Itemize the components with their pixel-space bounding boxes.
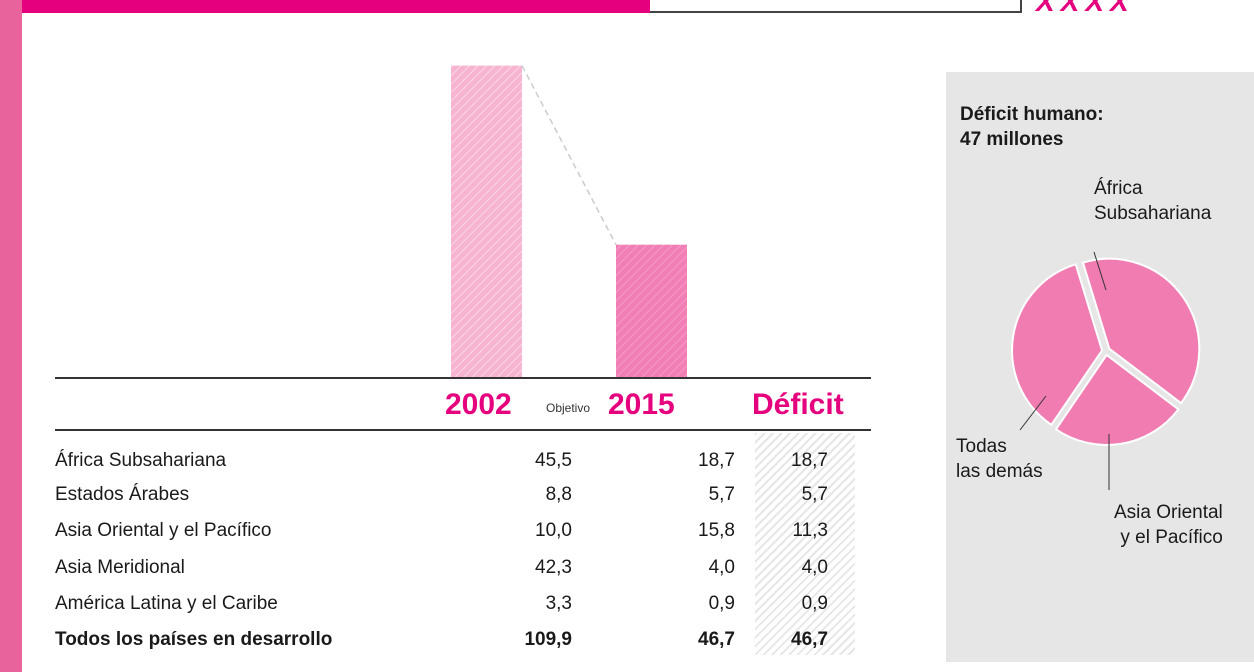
pie-label-africa: África Subsahariana (1094, 176, 1211, 226)
top-separator (1020, 0, 1022, 13)
pie-label-line: Todas (956, 436, 1007, 457)
row-value-deficit: 18,7 (791, 450, 828, 471)
pie-label-asia: Asia Oriental y el Pacífico (1114, 500, 1223, 550)
pie-panel: Déficit humano: 47 millones África Subsa… (946, 72, 1254, 662)
column-header-2002: 2002 (445, 388, 512, 421)
row-region: América Latina y el Caribe (55, 593, 278, 614)
pie-label-line: y el Pacífico (1120, 527, 1223, 548)
pie-slice (1054, 353, 1180, 446)
top-magenta-band (22, 0, 650, 13)
top-cross-marks: XXXX (1036, 0, 1135, 17)
row-value-2015: 4,0 (708, 557, 735, 578)
row-value-2015: 46,7 (698, 629, 735, 650)
pie-label-line: Asia Oriental (1114, 502, 1223, 523)
column-header-2015: 2015 (608, 388, 675, 421)
bar-2015 (616, 244, 687, 377)
row-value-deficit: 46,7 (791, 629, 828, 650)
row-value-2002: 109,9 (524, 629, 572, 650)
row-value-2002: 3,3 (545, 593, 572, 614)
pie-leader-line (1093, 251, 1107, 291)
pie-title-line2: 47 millones (960, 129, 1064, 150)
table-row: Estados Árabes 8,8 5,7 5,7 (55, 478, 855, 512)
row-value-2015: 0,9 (708, 593, 735, 614)
row-value-deficit: 0,9 (801, 593, 828, 614)
column-header-deficit: Déficit (752, 388, 844, 421)
row-value-deficit: 11,3 (792, 520, 828, 541)
pie-chart (1011, 251, 1201, 490)
row-value-deficit: 4,0 (801, 557, 828, 578)
table-row: América Latina y el Caribe 3,3 0,9 0,9 (55, 587, 855, 621)
pie-slice (1081, 257, 1201, 405)
row-region: Todos los países en desarrollo (55, 629, 333, 650)
deficit-column-shade (755, 433, 855, 655)
top-rule (650, 11, 1020, 13)
table-header-rule (55, 429, 871, 431)
table-row: África Subsahariana 45,5 18,7 18,7 (55, 444, 855, 478)
column-header-objetivo: Objetivo (546, 401, 591, 415)
table-row: Asia Meridional 42,3 4,0 4,0 (55, 551, 855, 585)
bar-connector-line (521, 65, 617, 246)
pie-label-line: Subsahariana (1094, 203, 1212, 224)
row-value-2015: 15,8 (698, 520, 735, 541)
row-value-2002: 8,8 (545, 484, 572, 505)
row-value-2002: 10,0 (535, 520, 572, 541)
row-region: Estados Árabes (55, 484, 190, 505)
row-value-2015: 18,7 (698, 450, 735, 471)
row-value-2015: 5,7 (708, 484, 735, 505)
pie-slice (1011, 263, 1104, 427)
table-row: Asia Oriental y el Pacífico 10,0 15,8 11… (55, 514, 855, 548)
pie-label-todas: Todas las demás (956, 434, 1043, 484)
pie-label-line: las demás (956, 461, 1043, 482)
pie-title-line1: Déficit humano: (960, 104, 1104, 125)
table-total-row: Todos los países en desarrollo 109,9 46,… (55, 623, 855, 657)
pie-title: Déficit humano: 47 millones (960, 102, 1104, 152)
chart-baseline (55, 377, 871, 379)
left-accent-bar (0, 0, 22, 672)
row-value-2002: 45,5 (535, 450, 572, 471)
row-value-deficit: 5,7 (801, 484, 828, 505)
pie-label-line: África (1094, 178, 1143, 199)
bar-2002 (451, 65, 522, 377)
row-region: Asia Oriental y el Pacífico (55, 520, 272, 541)
row-value-2002: 42,3 (535, 557, 572, 578)
pie-leader-line (1019, 395, 1047, 431)
row-region: África Subsahariana (55, 450, 227, 471)
bar-chart (451, 65, 687, 377)
row-region: Asia Meridional (55, 557, 185, 578)
